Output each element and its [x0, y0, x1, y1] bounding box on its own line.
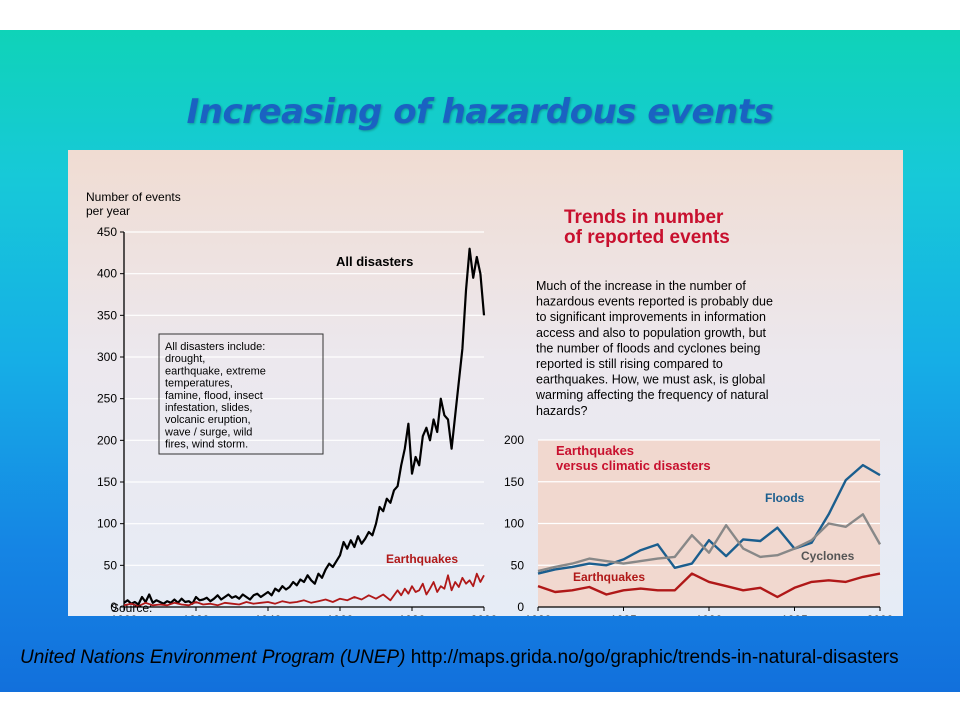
source-org: United Nations Environment Program (UNEP…: [20, 647, 406, 668]
left-xtick-label: 1900: [111, 613, 138, 616]
legend-line: infestation, slides,: [165, 402, 252, 414]
left-ytick-label: 350: [97, 308, 117, 322]
right-paragraph-line: Much of the increase in the number of: [536, 279, 746, 293]
legend-line: wave / surge, wild: [164, 426, 252, 438]
all-disasters-label: All disasters: [336, 254, 413, 269]
right-ytick-label: 0: [517, 600, 524, 614]
earthquakes-label-right: Earthquakes: [573, 570, 645, 584]
slide-title: Increasing of hazardous events: [186, 92, 774, 132]
right-paragraph-line: earthquakes. How, we must ask, is global: [536, 373, 765, 387]
left-xtick-label: 2000: [471, 613, 498, 616]
right-xtick-label: 1985: [610, 613, 637, 616]
right-paragraph-line: warming affecting the frequency of natur…: [535, 388, 769, 402]
floods-label: Floods: [765, 491, 805, 505]
left-ylabel-line2: per year: [86, 204, 130, 218]
left-ytick-label: 250: [97, 392, 117, 406]
legend-line: All disasters include:: [165, 341, 265, 353]
legend-line: fires, wind storm.: [165, 439, 248, 451]
left-ytick-label: 400: [97, 267, 117, 281]
right-paragraph-line: hazards?: [536, 404, 587, 418]
right-chart-title-line1: Earthquakes: [556, 443, 634, 458]
left-chart: 0 50 100 150 200 250 300 350 400 450 1900 1920 1940 1…: [97, 225, 498, 616]
right-chart-title-line2: versus climatic disasters: [556, 458, 711, 473]
source-credit: United Nations Environment Program (UNEP…: [20, 646, 920, 669]
right-xtick-label: 1990: [696, 613, 723, 616]
source-url[interactable]: http://maps.grida.no/go/graphic/trends-i…: [405, 647, 899, 668]
right-ytick-label: 100: [504, 517, 524, 531]
source-label: Source:: [111, 601, 152, 615]
series-line-earthquakes-left: [123, 572, 485, 608]
legend-line: temperatures,: [165, 378, 233, 390]
right-chart: 0 50 100 150 200 1980 1985 1990 1995 2000: [504, 433, 894, 616]
right-paragraph-line: hazardous events reported is probably du…: [536, 295, 773, 309]
left-ytick-label: 0: [110, 600, 117, 614]
slide-background: Increasing of hazardous events 0 50 100 150…: [0, 30, 960, 692]
charts-svg: 0 50 100 150 200 250 300 350 400 450 1900 1920 1940 1…: [86, 190, 894, 616]
left-xtick-label: 1920: [183, 613, 210, 616]
legend-box: [158, 333, 324, 455]
right-heading-line1: Trends in number: [564, 207, 724, 228]
right-ytick-label: 150: [504, 475, 524, 489]
series-line-cyclones: [537, 513, 882, 573]
right-ytick-label: 50: [511, 558, 525, 572]
left-ytick-label: 300: [97, 350, 117, 364]
earthquakes-label-left: Earthquakes: [386, 552, 458, 566]
left-xtick-label: 1960: [327, 613, 354, 616]
left-ytick-label: 50: [104, 558, 118, 572]
left-xtick-label: 1940: [255, 613, 282, 616]
cyclones-label: Cyclones: [801, 549, 855, 563]
left-xtick-label: 1980: [399, 613, 426, 616]
infographic-panel: 0 50 100 150 200 250 300 350 400 450 1900 1920 1940 1…: [68, 150, 903, 616]
right-paragraph-line: access and also to population growth, bu…: [536, 326, 767, 340]
right-xtick-label: 1980: [525, 613, 552, 616]
left-ytick-label: 200: [97, 433, 117, 447]
right-paragraph-line: reported is still rising compared to: [536, 357, 723, 371]
series-line-earthquakes-right: [537, 572, 881, 599]
legend-line: volcanic eruption,: [165, 414, 251, 426]
left-ytick-label: 150: [97, 475, 117, 489]
right-ytick-label: 200: [504, 433, 524, 447]
right-paragraph-line: to significant improvements in informati…: [536, 310, 766, 324]
series-line-floods: [537, 463, 881, 575]
left-ytick-label: 450: [97, 225, 117, 239]
left-ylabel-line1: Number of events: [86, 190, 181, 204]
legend-line: famine, flood, insect: [165, 390, 263, 402]
right-xtick-label: 1995: [781, 613, 808, 616]
series-line-all-disasters: [123, 247, 486, 606]
legend-line: earthquake, extreme: [165, 365, 266, 377]
right-heading-line2: of reported events: [564, 227, 730, 248]
legend-line: drought,: [165, 353, 205, 365]
right-xtick-label: 2000: [867, 613, 894, 616]
left-ytick-label: 100: [97, 517, 117, 531]
right-paragraph-line: the number of floods and cyclones being: [536, 341, 760, 355]
